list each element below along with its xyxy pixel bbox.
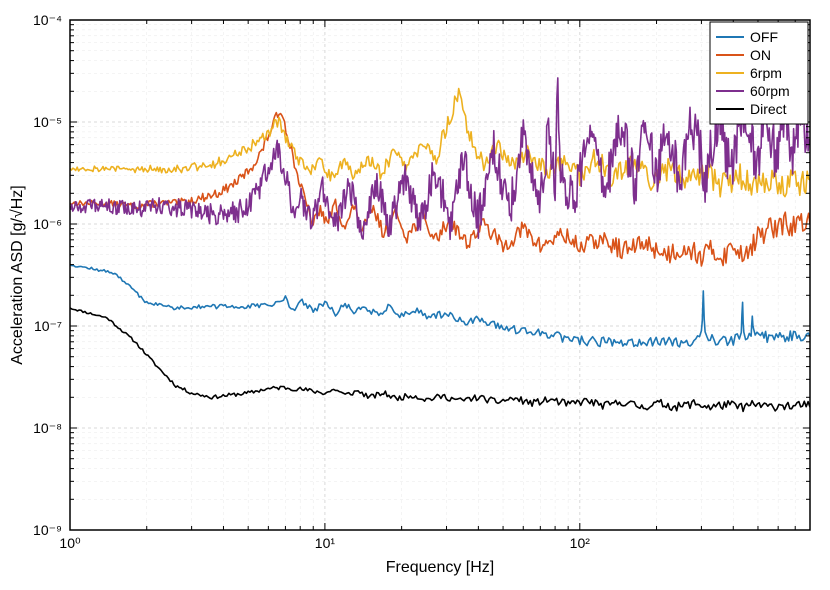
- ytick-label: 10⁻⁷: [34, 318, 62, 334]
- legend: OFF ON 6rpm 60rpm Direct: [710, 22, 808, 124]
- ytick-label: 10⁻⁶: [33, 216, 62, 232]
- x-axis-label: Frequency [Hz]: [386, 559, 494, 576]
- legend-label: OFF: [750, 29, 778, 45]
- y-axis-label: Acceleration ASD [g/√Hz]: [9, 185, 26, 365]
- legend-label: 6rpm: [750, 65, 782, 81]
- xtick-label: 10²: [570, 535, 591, 551]
- spectrum-chart: 10⁰ 10¹ 10² 10⁻⁹ 10⁻⁸ 10⁻⁷ 10⁻⁶ 10⁻⁵ 10⁻⁴ Frequen…: [0, 0, 830, 590]
- legend-label: ON: [750, 47, 771, 63]
- ytick-label: 10⁻⁴: [33, 12, 62, 28]
- ytick-label: 10⁻⁸: [33, 420, 62, 436]
- ytick-label: 10⁻⁵: [33, 114, 62, 130]
- legend-label: Direct: [750, 101, 787, 117]
- ytick-label: 10⁻⁹: [33, 522, 62, 538]
- legend-label: 60rpm: [750, 83, 790, 99]
- chart-container: 10⁰ 10¹ 10² 10⁻⁹ 10⁻⁸ 10⁻⁷ 10⁻⁶ 10⁻⁵ 10⁻⁴ Frequen…: [0, 0, 830, 590]
- xtick-label: 10⁰: [59, 535, 81, 551]
- xtick-label: 10¹: [315, 535, 336, 551]
